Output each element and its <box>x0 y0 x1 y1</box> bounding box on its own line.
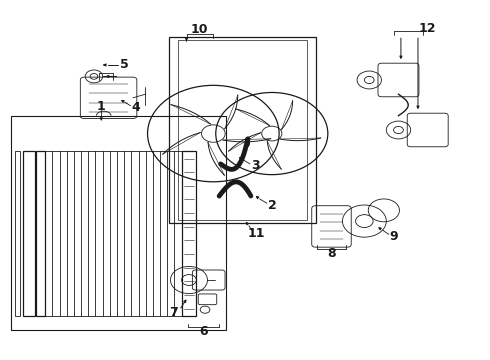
Text: 4: 4 <box>131 101 140 114</box>
Text: 8: 8 <box>327 247 336 260</box>
Text: 2: 2 <box>268 198 277 212</box>
Text: 11: 11 <box>248 227 266 240</box>
Text: 12: 12 <box>419 22 437 35</box>
Text: 7: 7 <box>169 306 178 319</box>
Bar <box>24 152 35 316</box>
Text: 9: 9 <box>390 230 398 243</box>
Text: 3: 3 <box>251 159 260 172</box>
Text: 1: 1 <box>97 100 106 113</box>
Text: 5: 5 <box>120 58 128 72</box>
Bar <box>182 152 196 316</box>
Text: 10: 10 <box>191 23 208 36</box>
Bar <box>11 116 225 330</box>
Text: 6: 6 <box>199 325 208 338</box>
Bar <box>178 40 307 220</box>
Bar <box>15 152 21 316</box>
Bar <box>170 37 316 223</box>
Bar <box>36 152 45 316</box>
